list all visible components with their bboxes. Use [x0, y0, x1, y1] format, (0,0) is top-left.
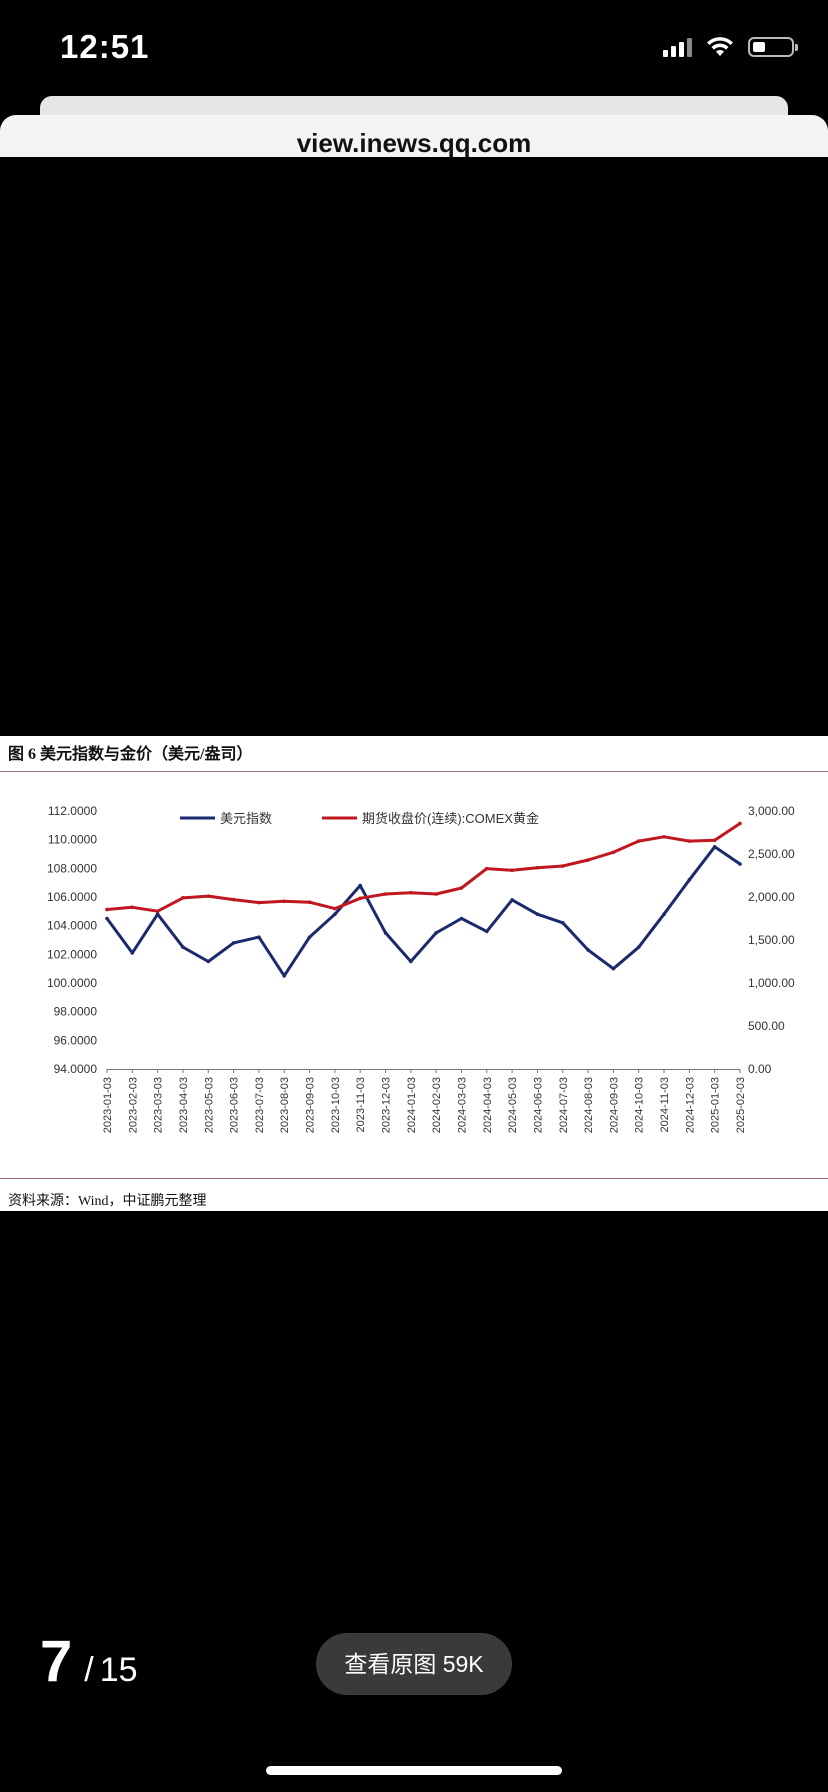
view-original-button[interactable]: 查看原图 59K: [316, 1633, 512, 1695]
x-tick-label: 2023-12-03: [381, 1077, 393, 1133]
x-tick-label: 2024-01-03: [406, 1077, 418, 1133]
x-tick-label: 2024-12-03: [684, 1077, 696, 1133]
y-right-tick-label: 1,500.00: [748, 933, 795, 947]
url-bar[interactable]: view.inews.qq.com: [0, 115, 828, 158]
y-right-tick-label: 0.00: [748, 1062, 772, 1076]
y-left-tick-label: 96.0000: [54, 1033, 98, 1047]
y-right-tick-label: 500.00: [748, 1019, 785, 1033]
x-tick-label: 2024-08-03: [583, 1077, 595, 1133]
y-left-tick-label: 100.0000: [47, 976, 97, 990]
series-line-1: [105, 845, 741, 978]
x-tick-label: 2023-05-03: [203, 1077, 215, 1133]
y-left-tick-label: 98.0000: [54, 1005, 98, 1019]
battery-icon: [748, 37, 798, 57]
wifi-icon: [707, 37, 733, 56]
x-tick-label: 2023-09-03: [305, 1077, 317, 1133]
y-left-tick-label: 104.0000: [47, 919, 97, 933]
url-text: view.inews.qq.com: [296, 128, 532, 158]
y-left-tick-label: 110.0000: [48, 833, 97, 847]
x-tick-label: 2024-06-03: [532, 1077, 544, 1133]
total-pages: 15: [99, 1651, 138, 1689]
x-tick-label: 2023-07-03: [254, 1077, 266, 1133]
x-tick-label: 2023-04-03: [178, 1077, 190, 1133]
legend-label-2: 期货收盘价(连续):COMEX黄金: [362, 811, 539, 826]
figure-source: 资料来源：Wind，中证鹏元整理: [8, 1194, 207, 1209]
x-tick-label: 2024-07-03: [558, 1077, 570, 1133]
figure-image[interactable]: 图 6 美元指数与金价（美元/盎司） 112.0000 110.0000 108.0…: [0, 736, 828, 1211]
x-tick-label: 2023-11-03: [355, 1077, 367, 1132]
y-right-tick-label: 1,000.00: [748, 976, 795, 990]
y-right-tick-label: 3,000.00: [748, 804, 795, 818]
cellular-signal-icon: [663, 37, 692, 57]
y-left-tick-label: 94.0000: [54, 1062, 98, 1076]
series-line-2: [106, 822, 741, 913]
x-tick-label: 2024-05-03: [507, 1077, 519, 1133]
x-tick-label: 2024-04-03: [482, 1077, 494, 1133]
y-right-tick-label: 2,000.00: [748, 890, 795, 904]
y-left-tick-label: 102.0000: [47, 947, 97, 961]
y-right-tick-label: 2,500.00: [748, 847, 795, 861]
figure-title: 图 6 美元指数与金价（美元/盎司）: [8, 746, 253, 763]
x-tick-label: 2024-10-03: [634, 1077, 646, 1133]
page-separator: /: [84, 1651, 94, 1689]
x-tick-label: 2023-02-03: [127, 1077, 139, 1133]
x-tick-label: 2023-03-03: [153, 1077, 165, 1133]
x-tick-label: 2023-08-03: [279, 1077, 291, 1133]
x-tick-label: 2023-06-03: [229, 1077, 241, 1133]
dxy-gold-chart: 112.0000 110.0000 108.0000 106.0000 104.0000…: [47, 804, 795, 1133]
status-icons: [663, 36, 798, 58]
status-time: 12:51: [60, 28, 150, 65]
x-tick-label: 2024-02-03: [431, 1077, 443, 1133]
x-tick-label: 2024-11-03: [659, 1077, 671, 1132]
y-left-tick-label: 112.0000: [48, 804, 97, 818]
legend-label-1: 美元指数: [220, 811, 272, 826]
y-left-tick-label: 106.0000: [47, 890, 97, 904]
bottom-rule: [0, 1178, 828, 1179]
x-tick-label: 2025-02-03: [735, 1077, 747, 1133]
current-page: 7: [40, 1629, 73, 1694]
home-indicator[interactable]: [266, 1766, 562, 1775]
x-tick-label: 2025-01-03: [710, 1077, 722, 1133]
top-rule: [0, 771, 828, 772]
x-tick-label: 2023-01-03: [102, 1077, 114, 1133]
y-left-tick-label: 108.0000: [47, 861, 97, 875]
page-counter: 7 /15: [40, 1628, 138, 1695]
x-tick-label: 2024-03-03: [456, 1077, 468, 1133]
x-tick-label: 2023-10-03: [330, 1077, 342, 1133]
x-tick-label: 2024-09-03: [608, 1077, 620, 1133]
